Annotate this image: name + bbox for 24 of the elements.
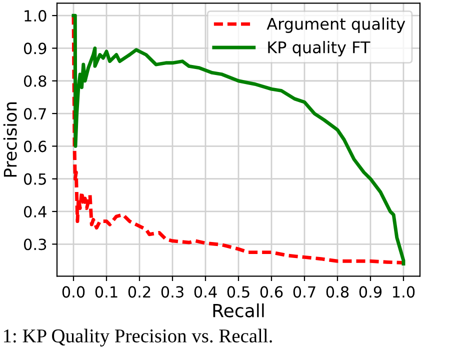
text: 1: KP Quality Precision vs. Recall.: [4, 328, 272, 346]
y-tick-label: 0.8: [24, 75, 46, 87]
x-axis-title: Recall: [213, 303, 264, 318]
y-tick-label: 1.0: [24, 10, 46, 22]
y-tick-label: 0.9: [24, 42, 46, 54]
y-axis-title: Precision: [3, 102, 17, 177]
x-tick-label: 0.5: [227, 286, 250, 298]
x-tick-label: 0.3: [161, 286, 184, 298]
y-tick-label: 0.4: [24, 206, 46, 218]
x-tick-label: 0.7: [293, 286, 316, 298]
y-tick-label: 0.7: [24, 108, 46, 120]
x-tick-label: 0.4: [194, 286, 217, 298]
x-tick-label: 0.8: [326, 286, 349, 298]
y-tick-label: 0.3: [24, 238, 46, 250]
x-tick-label: 0.1: [95, 286, 118, 298]
x-tick-label: 0.0: [62, 286, 85, 298]
x-tick-label: 1.0: [393, 286, 415, 298]
legend-label: KP quality FT: [268, 40, 370, 56]
x-tick-label: 0.2: [128, 286, 150, 298]
y-tick-label: 0.6: [24, 140, 46, 152]
x-tick-label: 0.9: [359, 286, 382, 298]
legend-label: Argument quality: [266, 18, 406, 33]
x-tick-label: 0.6: [260, 286, 283, 298]
y-tick-label: 0.5: [24, 173, 46, 185]
